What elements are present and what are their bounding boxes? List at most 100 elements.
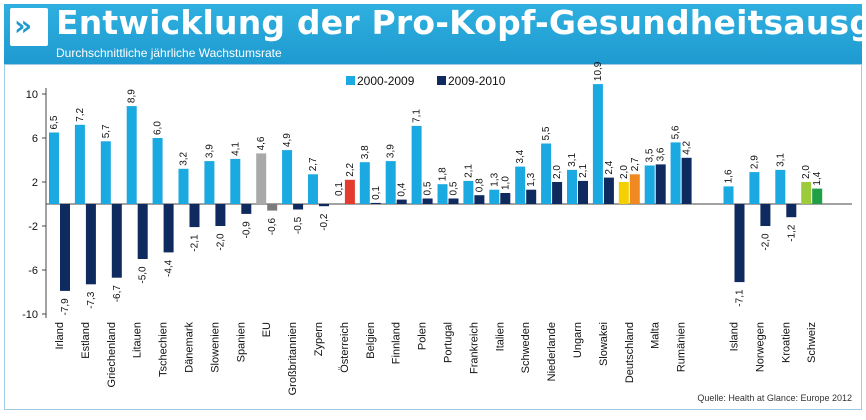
bar-label-s2-11: 2,2 [345, 162, 356, 176]
bar-s1-9 [282, 150, 293, 204]
legend-swatch-2009-2010 [437, 76, 446, 85]
bar-s1-16 [463, 180, 474, 204]
category-label-0: Irland [54, 322, 66, 350]
bar-label-s1-2: 5,7 [101, 124, 112, 138]
bar-s1-15 [437, 184, 448, 204]
bar-s1-1 [74, 124, 85, 204]
bar-s1-4 [152, 138, 163, 204]
bar-s2-14 [422, 198, 433, 204]
bar-label-s2-9: -0,5 [293, 216, 304, 234]
bar-label-s2-5: -2,1 [190, 234, 201, 252]
bar-s1-25 [723, 186, 734, 204]
bar-label-s1-25: 1,6 [724, 169, 735, 183]
category-label-17: Italien [494, 322, 506, 351]
bar-label-s1-20: 3,1 [567, 153, 578, 167]
bar-label-extra-oesterreich: 0,1 [334, 182, 345, 196]
bar-s2-6 [215, 204, 226, 226]
bar-label-s2-15: 0,5 [449, 181, 460, 195]
bar-label-s2-22: 2,7 [630, 157, 641, 171]
bar-s1-6 [204, 161, 215, 204]
bar-label-s1-18: 3,4 [515, 149, 526, 163]
bar-label-s2-6: -2,0 [215, 233, 226, 251]
bar-s2-5 [189, 204, 200, 228]
bar-s1-7 [230, 158, 241, 204]
bar-s2-28 [812, 188, 823, 204]
y-tick-label: -10 [22, 309, 38, 321]
bar-s2-8 [267, 204, 278, 211]
category-label-27: Kroatien [780, 322, 792, 363]
bar-s1-23 [644, 165, 655, 204]
bar-label-s2-20: 2,1 [578, 164, 589, 178]
bar-label-s2-18: 1,3 [526, 172, 537, 186]
y-tick-label: -6 [28, 265, 38, 277]
category-label-6: Slowenien [209, 322, 221, 373]
category-label-8: EU [261, 322, 273, 337]
bar-s1-12 [359, 162, 370, 204]
bar-s1-19 [541, 143, 552, 204]
source-note: Quelle: Health at Glance: Europe 2012 [697, 393, 852, 403]
bar-s2-3 [137, 204, 148, 259]
bar-label-s1-27: 3,1 [775, 153, 786, 167]
category-label-11: Österreich [339, 322, 351, 373]
bar-label-s1-0: 6,5 [49, 115, 60, 129]
bar-s1-22 [618, 182, 629, 204]
category-label-20: Ungarn [572, 322, 584, 358]
bar-s1-28 [801, 182, 812, 204]
bar-label-s1-7: 4,1 [230, 142, 241, 156]
bar-s1-24 [670, 142, 681, 204]
bar-s2-15 [448, 198, 459, 204]
bar-s1-0 [49, 132, 59, 204]
bar-label-s1-26: 2,9 [749, 155, 760, 169]
bar-label-s2-2: -6,7 [112, 285, 123, 303]
bar-label-s2-10: -0,2 [319, 213, 330, 231]
bar-s1-20 [567, 169, 577, 204]
bar-label-s1-1: 7,2 [75, 107, 86, 121]
bar-label-s2-0: -7,9 [60, 298, 71, 316]
bar-label-s1-9: 4,9 [282, 133, 293, 147]
bar-label-s2-13: 0,4 [397, 182, 408, 196]
bar-label-s2-14: 0,5 [423, 181, 434, 195]
category-label-1: Estland [80, 322, 92, 359]
bar-s2-21 [603, 177, 614, 204]
bar-label-s1-15: 1,8 [438, 167, 449, 181]
category-label-22: Deutschland [624, 322, 636, 383]
bar-label-s1-21: 10,9 [593, 61, 604, 81]
category-label-25: Island [729, 322, 741, 351]
category-label-21: Slowakei [598, 322, 610, 366]
bar-s2-24 [681, 157, 692, 204]
bar-label-s1-3: 8,9 [127, 89, 138, 103]
bar-label-s2-3: -5,0 [138, 266, 149, 284]
bar-label-s1-22: 2,0 [619, 165, 630, 179]
bar-label-s1-8: 4,6 [256, 136, 267, 150]
bar-s2-9 [293, 204, 304, 210]
chart-header: » Entwicklung der Pro-Kopf-Gesundheitsau… [4, 3, 866, 64]
y-tick-label: -2 [28, 221, 38, 233]
chart-subtitle: Durchschnittliche jährliche Wachstumsrat… [56, 46, 282, 60]
bar-s2-13 [396, 199, 407, 204]
bar-label-s2-12: 0,1 [371, 186, 382, 200]
bar-label-s2-26: -2,0 [760, 233, 771, 251]
bar-s1-21 [592, 84, 603, 204]
bar-s1-26 [749, 172, 760, 204]
category-label-7: Spanien [235, 322, 247, 362]
legend-label-2000-2009: 2000-2009 [357, 74, 415, 88]
bar-label-s1-17: 1,3 [489, 172, 500, 186]
bar-s2-7 [241, 204, 252, 214]
bar-label-s1-10: 2,7 [308, 157, 319, 171]
bar-label-s1-23: 3,5 [645, 148, 656, 162]
bar-s2-2 [111, 204, 122, 278]
category-label-14: Polen [417, 322, 429, 350]
bar-label-s1-5: 3,2 [179, 151, 190, 165]
bar-label-s1-16: 2,1 [463, 164, 474, 178]
bar-s2-1 [85, 204, 96, 285]
category-label-12: Belgien [365, 322, 377, 359]
category-label-10: Zypern [313, 322, 325, 356]
bar-s2-10 [319, 204, 329, 207]
legend-swatch-2000-2009 [346, 76, 355, 85]
category-label-2: Griechenland [106, 322, 118, 387]
bar-s1-17 [489, 189, 500, 204]
chart-title: Entwicklung der Pro-Kopf-Gesundheitsausg… [56, 3, 866, 42]
bar-s1-27 [775, 169, 786, 204]
bar-label-s1-4: 6,0 [153, 121, 164, 135]
bar-s2-17 [500, 193, 511, 204]
